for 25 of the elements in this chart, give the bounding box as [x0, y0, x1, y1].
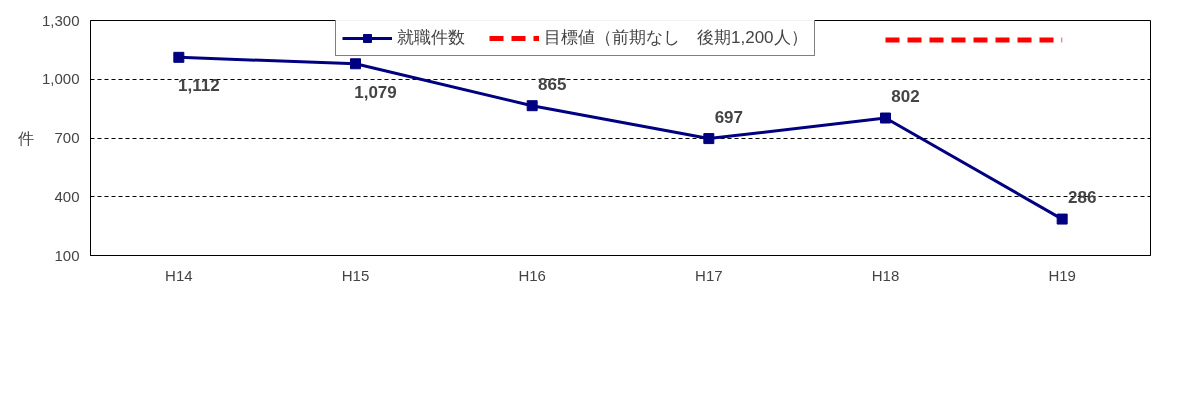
point	[703, 133, 715, 145]
data-label: 802	[891, 87, 920, 107]
data-label: 1,079	[354, 82, 397, 102]
point	[173, 51, 185, 63]
x-tick-label: H14	[165, 266, 193, 284]
data-label: 1,112	[178, 76, 220, 96]
x-tick-label: H16	[518, 266, 546, 284]
y-tick-label: 1,000	[41, 70, 80, 88]
y-tick-label: 100	[54, 246, 80, 264]
data-label: 697	[714, 107, 744, 127]
point	[526, 100, 538, 112]
legend-label: 就職件数	[397, 27, 465, 49]
point	[350, 58, 361, 70]
y-axis-title: 件	[17, 129, 34, 147]
x-tick-label: H19	[1048, 266, 1076, 284]
data-label: 865	[537, 74, 567, 94]
y-tick-label: 400	[54, 187, 80, 205]
point	[1056, 213, 1068, 225]
y-tick-label: 1,300	[41, 11, 80, 29]
point	[880, 112, 891, 124]
y-tick-label: 700	[54, 129, 80, 146]
x-tick-label: H18	[871, 266, 900, 284]
x-tick-label: H15	[341, 266, 370, 284]
x-tick-label: H17	[695, 266, 723, 284]
legend-label: 目標値（前期なし 後期1,200人）	[544, 27, 808, 49]
